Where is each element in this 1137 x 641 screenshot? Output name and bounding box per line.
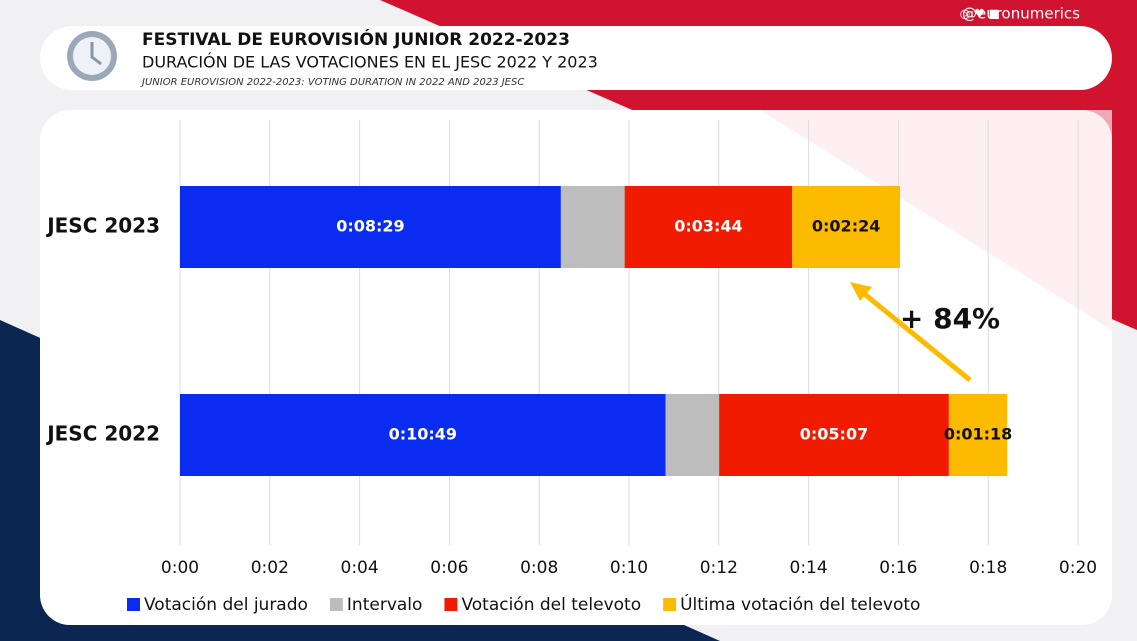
panel-decor bbox=[760, 110, 1112, 330]
bar-segment bbox=[719, 394, 949, 476]
x-tick-label: 0:00 bbox=[161, 558, 199, 578]
value-label: 0:03:44 bbox=[674, 217, 742, 236]
x-tick-label: 0:18 bbox=[969, 558, 1007, 578]
bar-segment bbox=[792, 186, 901, 268]
legend-label: Votación del televoto bbox=[461, 595, 641, 615]
value-label: 0:05:07 bbox=[800, 425, 868, 444]
legend-label: Intervalo bbox=[347, 595, 423, 615]
bar-segment bbox=[180, 186, 561, 268]
x-tick-label: 0:16 bbox=[879, 558, 917, 578]
legend-swatch bbox=[444, 598, 458, 611]
note: JUNIOR EUROVISION 2022-2023: VOTING DURA… bbox=[140, 77, 524, 88]
annotation: + 84% bbox=[900, 302, 1000, 335]
x-tick-label: 0:10 bbox=[610, 558, 648, 578]
bar-segment bbox=[180, 394, 666, 476]
legend-label: Última votación del televoto bbox=[680, 593, 920, 615]
x-tick-label: 0:08 bbox=[520, 558, 558, 578]
title: FESTIVAL DE EUROVISIÓN JUNIOR 2022-2023 bbox=[142, 28, 570, 50]
x-tick-label: 0:12 bbox=[700, 558, 738, 578]
subtitle: DURACIÓN DE LAS VOTACIONES EN EL JESC 20… bbox=[142, 53, 598, 72]
legend-swatch bbox=[663, 598, 677, 611]
social-icons: ◎ ♥ ■ bbox=[960, 7, 1000, 21]
x-tick-label: 0:20 bbox=[1059, 558, 1097, 578]
x-tick-label: 0:06 bbox=[430, 558, 468, 578]
x-tick-label: 0:14 bbox=[790, 558, 828, 578]
value-label: 0:02:24 bbox=[812, 217, 880, 236]
clock-icon bbox=[67, 31, 117, 81]
annotation-arrow bbox=[860, 290, 972, 382]
legend-swatch bbox=[329, 598, 343, 611]
handle: @euronumerics bbox=[962, 5, 1080, 23]
bar-segment bbox=[665, 394, 720, 476]
legend-label: Votación del jurado bbox=[144, 595, 308, 615]
bar-segment bbox=[948, 394, 1008, 476]
bar-segment bbox=[624, 186, 793, 268]
value-label: 0:08:29 bbox=[336, 217, 404, 236]
category-label: JESC 2023 bbox=[45, 214, 160, 238]
arrow-head bbox=[850, 282, 872, 301]
bar-segment bbox=[560, 186, 625, 268]
legend-swatch bbox=[127, 598, 140, 611]
category-label: JESC 2022 bbox=[45, 422, 160, 446]
header-panel bbox=[40, 26, 1112, 90]
x-tick-label: 0:04 bbox=[341, 558, 379, 578]
value-label: 0:10:49 bbox=[389, 425, 457, 444]
value-label: 0:01:18 bbox=[944, 425, 1012, 444]
x-tick-label: 0:02 bbox=[251, 558, 289, 578]
